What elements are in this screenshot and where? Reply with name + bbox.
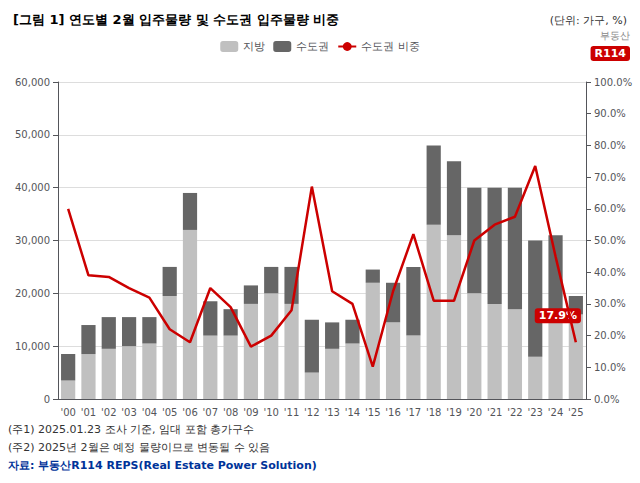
svg-text:'01: '01	[81, 407, 96, 418]
svg-text:(주1) 2025.01.23 조사 기준, 임대 포함 총: (주1) 2025.01.23 조사 기준, 임대 포함 총가구수	[8, 423, 254, 436]
svg-text:R114: R114	[595, 47, 627, 60]
svg-text:'07: '07	[203, 407, 218, 418]
svg-text:수도권: 수도권	[296, 40, 329, 53]
svg-text:'08: '08	[223, 407, 238, 418]
svg-text:부동산: 부동산	[600, 30, 630, 41]
svg-text:'15: '15	[365, 407, 380, 418]
svg-text:'02: '02	[101, 407, 116, 418]
svg-text:50,000: 50,000	[15, 129, 50, 140]
svg-text:'06: '06	[182, 407, 197, 418]
svg-text:(주2) 2025년 2월은 예정 물량이므로 변동될 수: (주2) 2025년 2월은 예정 물량이므로 변동될 수 있음	[8, 441, 270, 454]
svg-text:50.0%: 50.0%	[594, 235, 626, 246]
svg-text:'10: '10	[263, 407, 278, 418]
svg-text:[그림 1] 연도별 2월 입주물량 및 수도권 입주물량: [그림 1] 연도별 2월 입주물량 및 수도권 입주물량 비중	[13, 12, 339, 27]
svg-text:20,000: 20,000	[15, 288, 50, 299]
svg-text:'17: '17	[406, 407, 421, 418]
svg-text:90.0%: 90.0%	[594, 108, 626, 119]
svg-text:'20: '20	[467, 407, 482, 418]
svg-text:'13: '13	[324, 407, 339, 418]
svg-text:17.9%: 17.9%	[538, 309, 577, 323]
svg-text:'05: '05	[162, 407, 177, 418]
svg-text:'12: '12	[304, 407, 319, 418]
svg-text:'22: '22	[507, 407, 522, 418]
svg-text:자료: 부동산R114 REPS(Real Estate P: 자료: 부동산R114 REPS(Real Estate Power Solut…	[8, 459, 317, 472]
svg-text:(단위: 가구, %): (단위: 가구, %)	[550, 14, 627, 27]
svg-text:0: 0	[44, 394, 50, 405]
svg-text:지방: 지방	[243, 40, 265, 53]
svg-text:30.0%: 30.0%	[594, 298, 626, 309]
svg-text:'09: '09	[243, 407, 258, 418]
svg-text:10,000: 10,000	[15, 341, 50, 352]
svg-text:'19: '19	[446, 407, 461, 418]
svg-text:'00: '00	[60, 407, 75, 418]
svg-text:'18: '18	[426, 407, 441, 418]
svg-text:80.0%: 80.0%	[594, 140, 626, 151]
svg-text:40.0%: 40.0%	[594, 267, 626, 278]
svg-text:30,000: 30,000	[15, 235, 50, 246]
svg-text:'25: '25	[568, 407, 583, 418]
svg-text:70.0%: 70.0%	[594, 172, 626, 183]
svg-text:'14: '14	[345, 407, 360, 418]
svg-text:'11: '11	[284, 407, 299, 418]
svg-text:10.0%: 10.0%	[594, 362, 626, 373]
svg-text:'24: '24	[548, 407, 563, 418]
svg-text:수도권 비중: 수도권 비중	[361, 40, 420, 53]
svg-text:40,000: 40,000	[15, 182, 50, 193]
svg-text:20.0%: 20.0%	[594, 330, 626, 341]
svg-text:100.0%: 100.0%	[594, 77, 632, 88]
svg-text:'21: '21	[487, 407, 502, 418]
svg-text:'03: '03	[121, 407, 136, 418]
svg-text:'16: '16	[385, 407, 400, 418]
svg-text:0.0%: 0.0%	[594, 394, 619, 405]
svg-text:'23: '23	[527, 407, 542, 418]
svg-text:60,000: 60,000	[15, 77, 50, 88]
svg-text:60.0%: 60.0%	[594, 203, 626, 214]
svg-text:'04: '04	[142, 407, 157, 418]
